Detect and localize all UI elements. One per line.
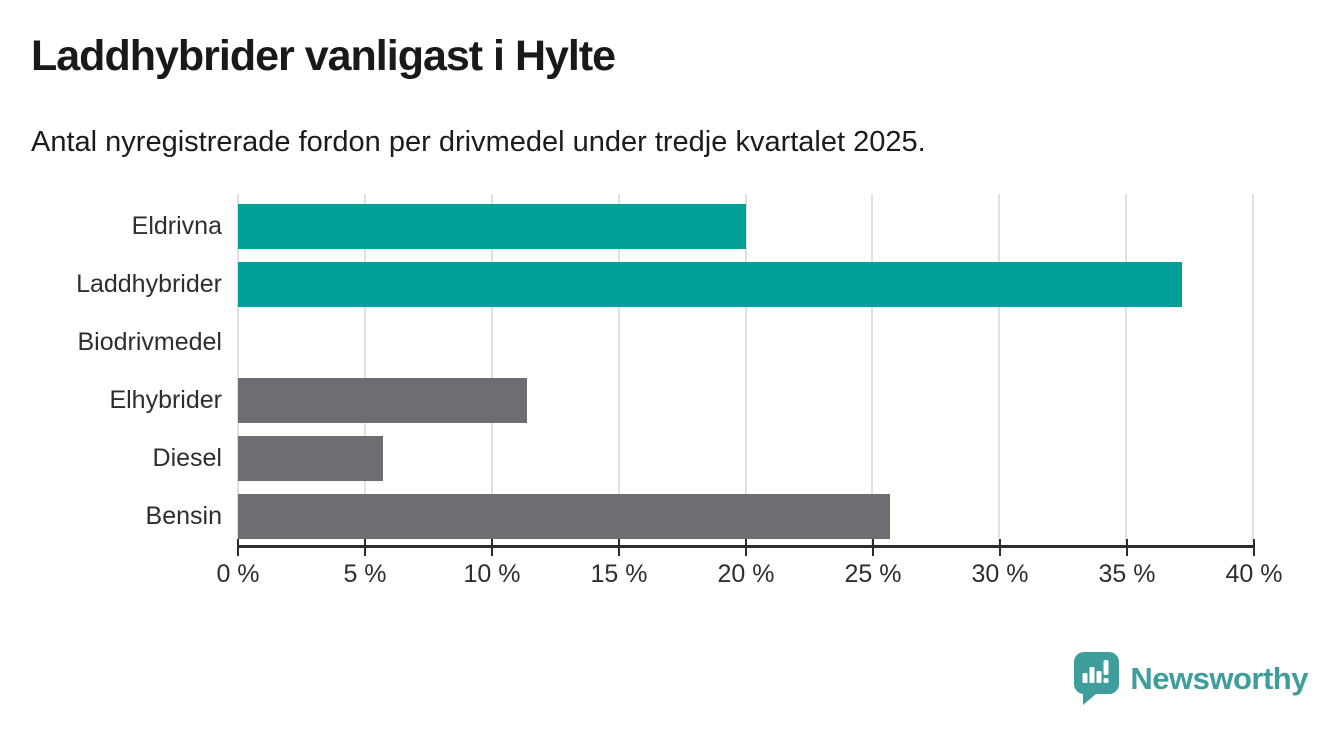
bar-row: Laddhybrider [0, 255, 1310, 313]
x-axis-tick-label: 5 % [343, 560, 387, 588]
page-title: Laddhybrider vanligast i Hylte [31, 32, 616, 80]
gridline [998, 194, 1001, 545]
bar-track [238, 493, 1253, 539]
x-axis-tick [745, 539, 747, 556]
bar-track [238, 261, 1253, 307]
bar-track [238, 377, 1253, 423]
gridline [744, 194, 747, 545]
gridline [490, 194, 493, 545]
category-label: Laddhybrider [76, 269, 222, 298]
bar-eldrivna [238, 203, 746, 249]
x-axis-tick [237, 539, 239, 556]
gridline [1125, 194, 1128, 545]
x-axis-tick [491, 539, 493, 556]
gridline [871, 194, 874, 545]
category-label: Bensin [145, 501, 222, 530]
x-axis-tick-label: 20 % [717, 560, 775, 588]
bar-row: Biodrivmedel [0, 313, 1310, 371]
bar-row: Bensin [0, 487, 1310, 545]
bar-row: Elhybrider [0, 371, 1310, 429]
bar-row: Diesel [0, 429, 1310, 487]
x-axis-tick [999, 539, 1001, 556]
chart-subtitle: Antal nyregistrerade fordon per drivmede… [31, 126, 926, 158]
bar-laddhybrider [238, 261, 1182, 307]
gridline [237, 194, 239, 545]
x-axis-tick-label: 0 % [216, 560, 260, 588]
newsworthy-pin-bar-chart-icon [1074, 652, 1120, 705]
bar-elhybrider [238, 377, 528, 423]
x-axis-tick-label: 25 % [844, 560, 902, 588]
x-axis-tick [872, 539, 874, 556]
bar-row: Eldrivna [0, 197, 1310, 255]
x-axis-tick [618, 539, 620, 556]
bar-diesel [238, 435, 383, 481]
category-label: Diesel [152, 443, 222, 472]
gridline [363, 194, 366, 545]
x-axis-tick-label: 30 % [971, 560, 1029, 588]
bar-rows: Eldrivna Laddhybrider Biodrivmedel Elhybrid… [0, 197, 1310, 545]
gridlines [237, 194, 1254, 545]
bar-track [238, 203, 1253, 249]
category-label: Elhybrider [109, 385, 222, 414]
x-axis-tick [1253, 539, 1255, 556]
x-axis-tick-label: 35 % [1098, 560, 1156, 588]
newsworthy-branding: Newsworthy [1074, 652, 1308, 705]
x-axis-tick [364, 539, 366, 556]
x-axis-tick-label: 40 % [1225, 560, 1283, 588]
bar-chart: Eldrivna Laddhybrider Biodrivmedel Elhybrid… [0, 194, 1310, 588]
bar-track [238, 320, 1253, 365]
bar-bensin [238, 493, 891, 539]
x-axis-tick [1126, 539, 1128, 556]
x-axis-tick-label: 15 % [590, 560, 648, 588]
gridline [617, 194, 620, 545]
gridline [1252, 194, 1254, 545]
x-axis: 0 % 5 % 10 % 15 % 20 % 25 % 30 % 35 % 40 % [216, 539, 1282, 588]
bar-track [238, 435, 1253, 481]
category-label: Eldrivna [131, 211, 222, 240]
x-axis-tick-label: 10 % [463, 560, 521, 588]
newsworthy-wordmark: Newsworthy [1130, 660, 1308, 696]
category-label: Biodrivmedel [77, 327, 222, 356]
